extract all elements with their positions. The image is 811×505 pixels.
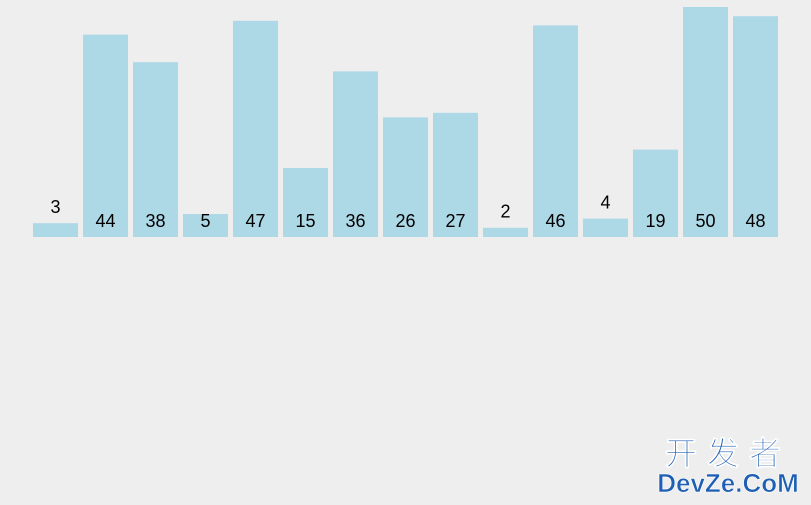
value-label: 48 — [745, 211, 765, 231]
bar — [33, 223, 78, 237]
watermark-title: 开发者 — [665, 435, 791, 471]
bar — [733, 16, 778, 238]
value-label: 38 — [145, 211, 165, 231]
value-label: 44 — [95, 211, 115, 231]
value-label: 5 — [200, 211, 210, 231]
value-label: 19 — [645, 211, 665, 231]
bar — [383, 117, 428, 237]
value-label: 50 — [695, 211, 715, 231]
value-label: 15 — [295, 211, 315, 231]
value-label: 4 — [600, 192, 610, 212]
bar — [633, 149, 678, 237]
value-label: 47 — [245, 211, 265, 231]
value-label: 3 — [50, 197, 60, 217]
value-label: 2 — [500, 202, 510, 222]
bar — [483, 227, 528, 237]
value-label: 26 — [395, 211, 415, 231]
bar — [283, 168, 328, 237]
value-label: 27 — [445, 211, 465, 231]
bar — [333, 71, 378, 238]
bar — [233, 20, 278, 237]
bar — [683, 7, 728, 237]
bar — [133, 62, 178, 238]
bar — [83, 34, 128, 237]
bar — [533, 25, 578, 238]
watermark-site: DevZe.CoM — [657, 468, 799, 498]
value-label: 36 — [345, 211, 365, 231]
value-label: 46 — [545, 211, 565, 231]
bar — [583, 218, 628, 237]
bar — [183, 214, 228, 237]
bar — [433, 112, 478, 237]
